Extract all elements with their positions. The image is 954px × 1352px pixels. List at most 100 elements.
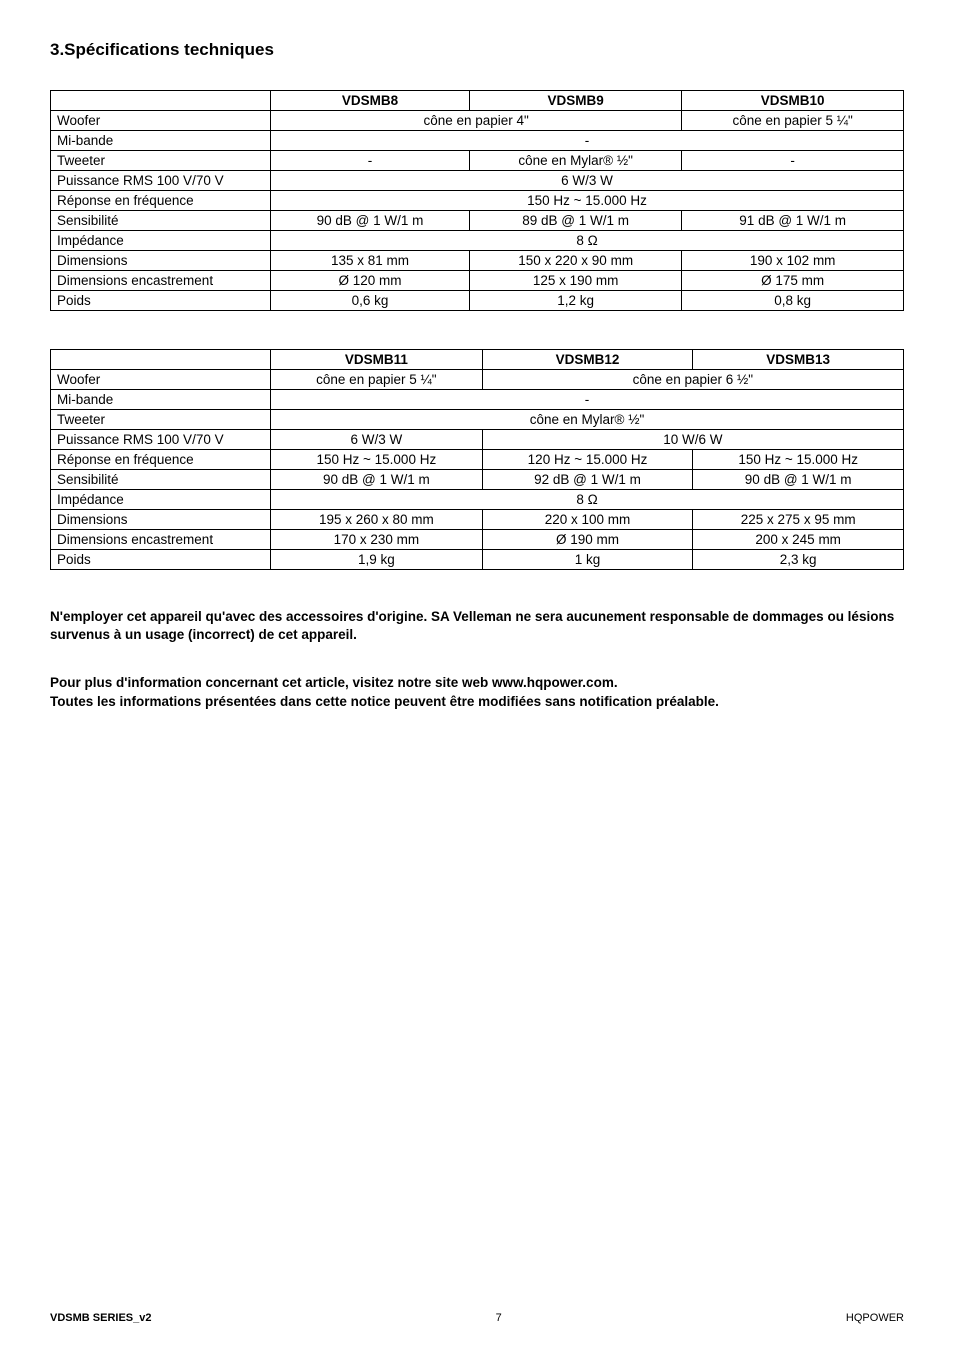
cell: - [271,390,904,410]
table-row: Impédance8 Ω [51,490,904,510]
row-label: Tweeter [51,410,271,430]
row-label: Réponse en fréquence [51,450,271,470]
table-row: Woofercône en papier 4"cône en papier 5 … [51,111,904,131]
header-vdsmb8: VDSMB8 [271,91,470,111]
row-label: Puissance RMS 100 V/70 V [51,171,271,191]
footer-page-number: 7 [496,1312,502,1324]
cell: 150 Hz ~ 15.000 Hz [271,191,904,211]
cell: 125 x 190 mm [469,271,681,291]
row-label: Mi-bande [51,131,271,151]
cell: cône en papier 4" [271,111,682,131]
cell: 8 Ω [271,490,904,510]
cell: - [682,151,904,171]
table-row: Woofercône en papier 5 ¼"cône en papier … [51,370,904,390]
table-row: Mi-bande- [51,390,904,410]
cell: 150 Hz ~ 15.000 Hz [693,450,904,470]
row-label: Impédance [51,490,271,510]
cell: 0,8 kg [682,291,904,311]
cell: 89 dB @ 1 W/1 m [469,211,681,231]
row-label: Woofer [51,111,271,131]
row-label: Dimensions encastrement [51,530,271,550]
specs-table-1: VDSMB8 VDSMB9 VDSMB10 Woofercône en papi… [50,90,904,311]
table-row: Sensibilité90 dB @ 1 W/1 m89 dB @ 1 W/1 … [51,211,904,231]
cell: 2,3 kg [693,550,904,570]
row-label: Woofer [51,370,271,390]
table-row: Réponse en fréquence150 Hz ~ 15.000 Hz [51,191,904,211]
cell: cône en papier 5 ¼" [682,111,904,131]
cell: 0,6 kg [271,291,470,311]
cell: Ø 175 mm [682,271,904,291]
cell: 92 dB @ 1 W/1 m [482,470,693,490]
info-line-1: Pour plus d'information concernant cet a… [50,675,618,690]
table-row: Puissance RMS 100 V/70 V6 W/3 W [51,171,904,191]
cell: cône en Mylar® ½" [271,410,904,430]
table-row: Dimensions135 x 81 mm150 x 220 x 90 mm19… [51,251,904,271]
table-row: Tweetercône en Mylar® ½" [51,410,904,430]
footer-left: VDSMB SERIES_v2 [50,1312,151,1324]
cell: 170 x 230 mm [271,530,483,550]
cell: 150 Hz ~ 15.000 Hz [271,450,483,470]
cell: 195 x 260 x 80 mm [271,510,483,530]
table-row: Sensibilité90 dB @ 1 W/1 m92 dB @ 1 W/1 … [51,470,904,490]
cell: 150 x 220 x 90 mm [469,251,681,271]
header-vdsmb10: VDSMB10 [682,91,904,111]
footer-right: HQPOWER [846,1312,904,1324]
header-blank [51,350,271,370]
row-label: Dimensions [51,510,271,530]
cell: 200 x 245 mm [693,530,904,550]
cell: - [271,131,904,151]
table-row: Puissance RMS 100 V/70 V6 W/3 W10 W/6 W [51,430,904,450]
table-row: Dimensions encastrementØ 120 mm125 x 190… [51,271,904,291]
row-label: Impédance [51,231,271,251]
info-text: Pour plus d'information concernant cet a… [50,674,904,710]
cell: 135 x 81 mm [271,251,470,271]
cell: 90 dB @ 1 W/1 m [693,470,904,490]
cell: 90 dB @ 1 W/1 m [271,470,483,490]
row-label: Poids [51,550,271,570]
cell: Ø 190 mm [482,530,693,550]
cell: 1,9 kg [271,550,483,570]
row-label: Puissance RMS 100 V/70 V [51,430,271,450]
cell: cône en papier 5 ¼" [271,370,483,390]
row-label: Dimensions encastrement [51,271,271,291]
cell: 91 dB @ 1 W/1 m [682,211,904,231]
header-vdsmb9: VDSMB9 [469,91,681,111]
row-label: Dimensions [51,251,271,271]
specs-table-2: VDSMB11 VDSMB12 VDSMB13 Woofercône en pa… [50,349,904,570]
table-row: Tweeter-cône en Mylar® ½"- [51,151,904,171]
row-label: Sensibilité [51,211,271,231]
table-row: Réponse en fréquence150 Hz ~ 15.000 Hz12… [51,450,904,470]
cell: 8 Ω [271,231,904,251]
cell: 10 W/6 W [482,430,903,450]
header-vdsmb12: VDSMB12 [482,350,693,370]
header-vdsmb13: VDSMB13 [693,350,904,370]
cell: 6 W/3 W [271,430,483,450]
row-label: Tweeter [51,151,271,171]
table-header-row: VDSMB8 VDSMB9 VDSMB10 [51,91,904,111]
cell: cône en Mylar® ½" [469,151,681,171]
header-vdsmb11: VDSMB11 [271,350,483,370]
warning-text: N'employer cet appareil qu'avec des acce… [50,608,904,644]
info-line-2: Toutes les informations présentées dans … [50,694,719,709]
table-row: Mi-bande- [51,131,904,151]
cell: 6 W/3 W [271,171,904,191]
section-heading: 3.Spécifications techniques [50,40,904,60]
table-row: Dimensions encastrement170 x 230 mmØ 190… [51,530,904,550]
cell: - [271,151,470,171]
cell: 1,2 kg [469,291,681,311]
cell: 190 x 102 mm [682,251,904,271]
table-row: Dimensions195 x 260 x 80 mm220 x 100 mm2… [51,510,904,530]
page-footer: VDSMB SERIES_v2 7 HQPOWER [50,1312,904,1324]
table-row: Poids1,9 kg1 kg2,3 kg [51,550,904,570]
row-label: Mi-bande [51,390,271,410]
row-label: Sensibilité [51,470,271,490]
cell: 120 Hz ~ 15.000 Hz [482,450,693,470]
header-blank [51,91,271,111]
cell: 1 kg [482,550,693,570]
table-row: Impédance8 Ω [51,231,904,251]
cell: Ø 120 mm [271,271,470,291]
cell: cône en papier 6 ½" [482,370,903,390]
row-label: Réponse en fréquence [51,191,271,211]
table-row: Poids0,6 kg1,2 kg0,8 kg [51,291,904,311]
cell: 225 x 275 x 95 mm [693,510,904,530]
